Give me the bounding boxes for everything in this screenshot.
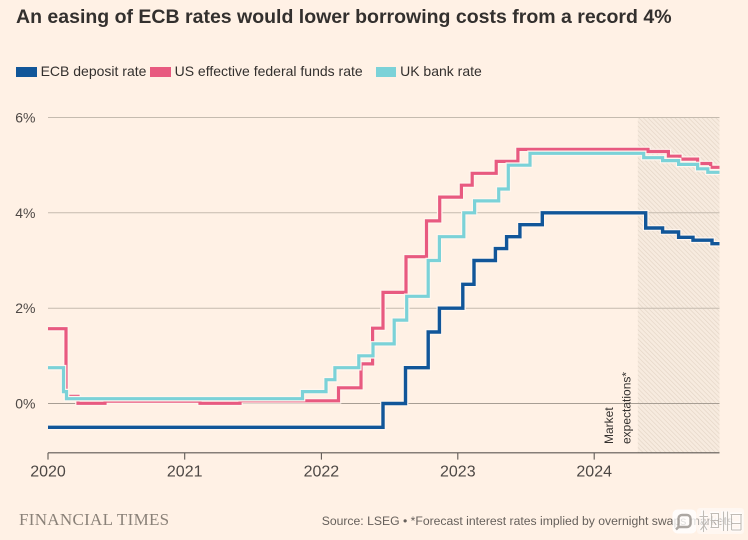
svg-text:2024: 2024 <box>576 464 612 481</box>
svg-text:0%: 0% <box>15 396 35 412</box>
svg-text:2021: 2021 <box>167 464 203 481</box>
svg-text:expectations*: expectations* <box>620 372 634 444</box>
svg-text:2022: 2022 <box>304 464 340 481</box>
svg-text:Market: Market <box>602 407 616 444</box>
svg-text:2%: 2% <box>15 300 35 316</box>
svg-text:2020: 2020 <box>30 464 66 481</box>
svg-text:4%: 4% <box>15 205 35 221</box>
svg-text:2023: 2023 <box>440 464 476 481</box>
svg-text:6%: 6% <box>15 110 35 126</box>
